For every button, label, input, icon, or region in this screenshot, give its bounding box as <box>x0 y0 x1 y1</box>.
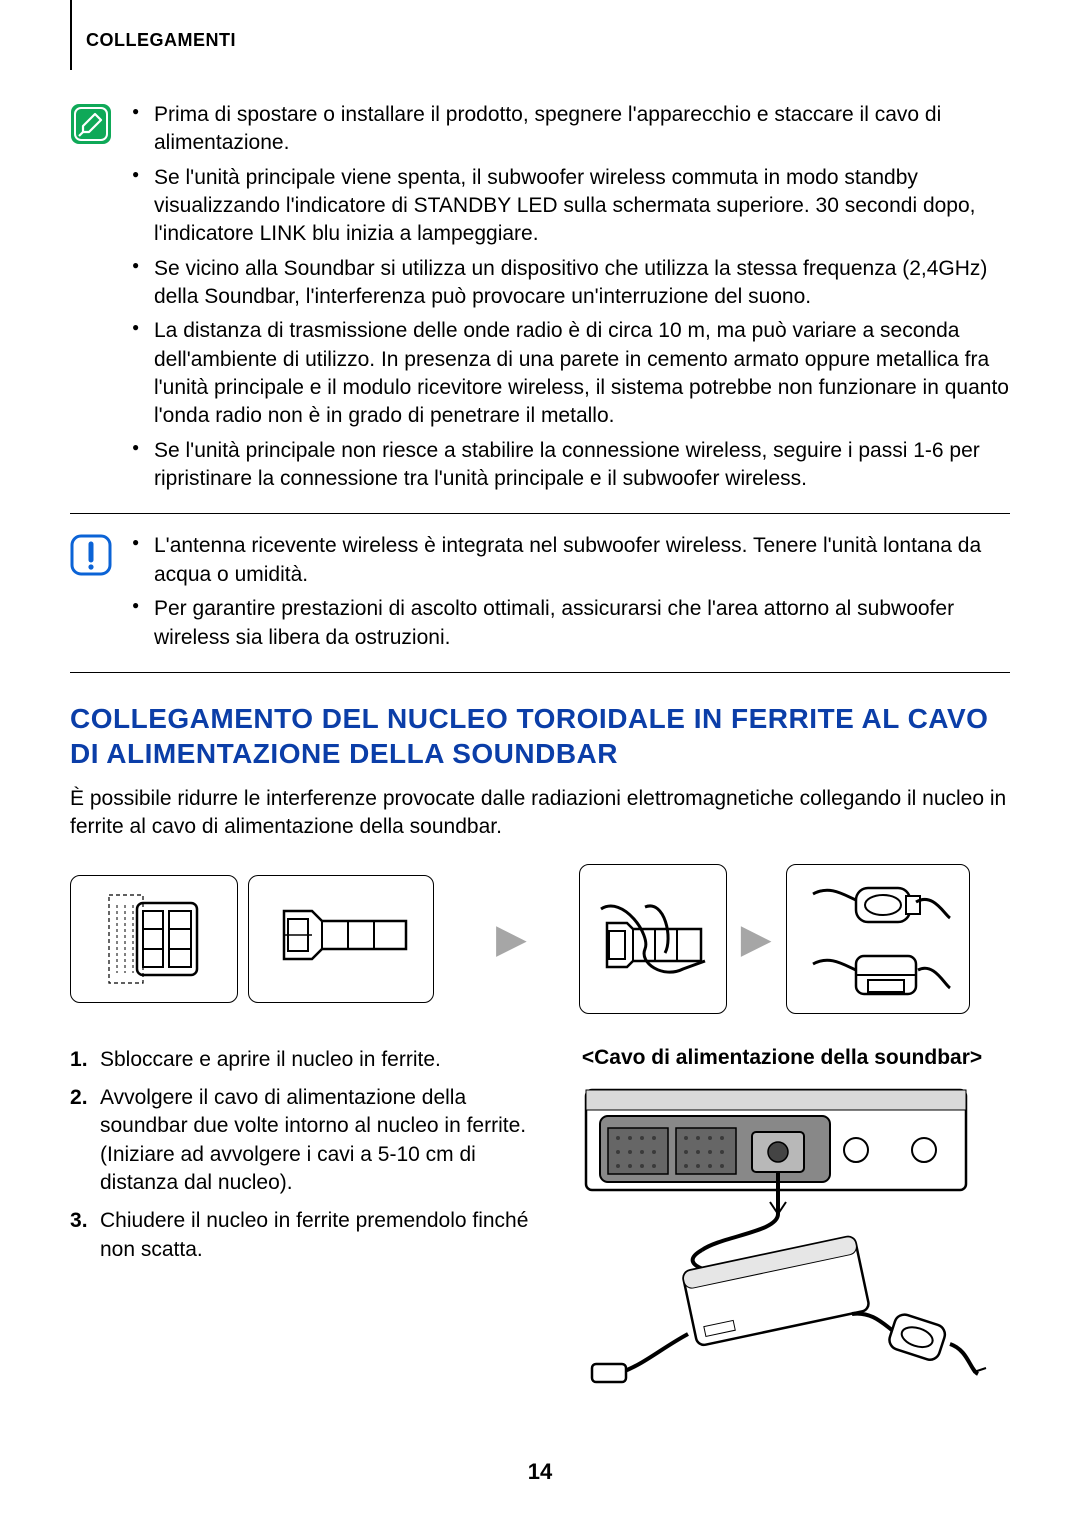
note-item: Se vicino alla Soundbar si utilizza un d… <box>132 255 1010 312</box>
note-item: La distanza di trasmissione delle onde r… <box>132 317 1010 430</box>
note-item: Se l'unità principale viene spenta, il s… <box>132 164 1010 249</box>
caution-item: L'antenna ricevente wireless è integrata… <box>132 532 1010 589</box>
ferrite-open-diagram <box>70 875 238 1003</box>
steps-list: Sbloccare e aprire il nucleo in ferrite.… <box>70 1046 530 1264</box>
note-item: Se l'unità principale non riesce a stabi… <box>132 437 1010 494</box>
step-item: Avvolgere il cavo di alimentazione della… <box>70 1084 530 1197</box>
caution-list: L'antenna ricevente wireless è integrata… <box>116 532 1010 657</box>
steps-column: Sbloccare e aprire il nucleo in ferrite.… <box>70 1046 530 1402</box>
section-heading: COLLEGAMENTO DEL NUCLEO TOROIDALE IN FER… <box>70 701 1010 771</box>
step-item: Chiudere il nucleo in ferrite premendolo… <box>70 1207 530 1264</box>
note-item: Prima di spostare o installare il prodot… <box>132 101 1010 158</box>
diagram-label: <Cavo di alimentazione della soundbar> <box>554 1046 1010 1070</box>
caution-block: L'antenna ricevente wireless è integrata… <box>70 532 1010 672</box>
diagram-column: <Cavo di alimentazione della soundbar> <box>554 1046 1010 1402</box>
soundbar-power-cable-diagram <box>554 1082 1010 1402</box>
intro-paragraph: È possibile ridurre le interferenze prov… <box>70 785 1010 842</box>
ferrite-side-diagram <box>248 875 434 1003</box>
ferrite-wrap-diagram <box>579 864 727 1014</box>
ferrite-closed-diagram <box>786 864 970 1014</box>
arrow-icon: ▶ <box>444 916 569 962</box>
caution-item: Per garantire prestazioni di ascolto ott… <box>132 595 1010 652</box>
section-title: COLLEGAMENTI <box>86 30 236 50</box>
page-number: 14 <box>0 1459 1080 1485</box>
step-item: Sbloccare e aprire il nucleo in ferrite. <box>70 1046 530 1074</box>
note-pencil-icon <box>70 101 116 499</box>
section-header: COLLEGAMENTI <box>70 30 1010 51</box>
figure-row: ▶ ▶ <box>70 864 1010 1014</box>
note-block: Prima di spostare o installare il prodot… <box>70 101 1010 514</box>
note-list: Prima di spostare o installare il prodot… <box>116 101 1010 499</box>
exclamation-icon <box>70 532 116 657</box>
arrow-icon: ▶ <box>737 916 776 962</box>
